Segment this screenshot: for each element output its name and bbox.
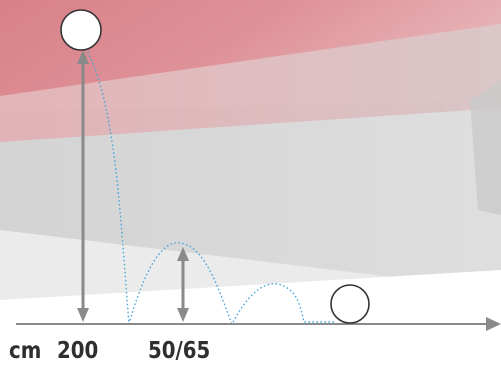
background-grey-band (0, 100, 501, 290)
background-grey-streak (470, 80, 501, 215)
ball-rest (330, 284, 370, 324)
ball-trajectory (83, 44, 336, 326)
bounce-height-arrow (177, 247, 189, 322)
background-white-wedge (0, 270, 501, 370)
ground-axis (16, 317, 501, 331)
drop-height-arrow (77, 50, 89, 322)
bounce-height-label: 50/65 (148, 338, 211, 364)
ball-drop-start (60, 9, 102, 51)
background-red-band (0, 0, 501, 96)
drop-height-label: 200 (57, 338, 99, 364)
unit-label: cm (9, 338, 42, 364)
